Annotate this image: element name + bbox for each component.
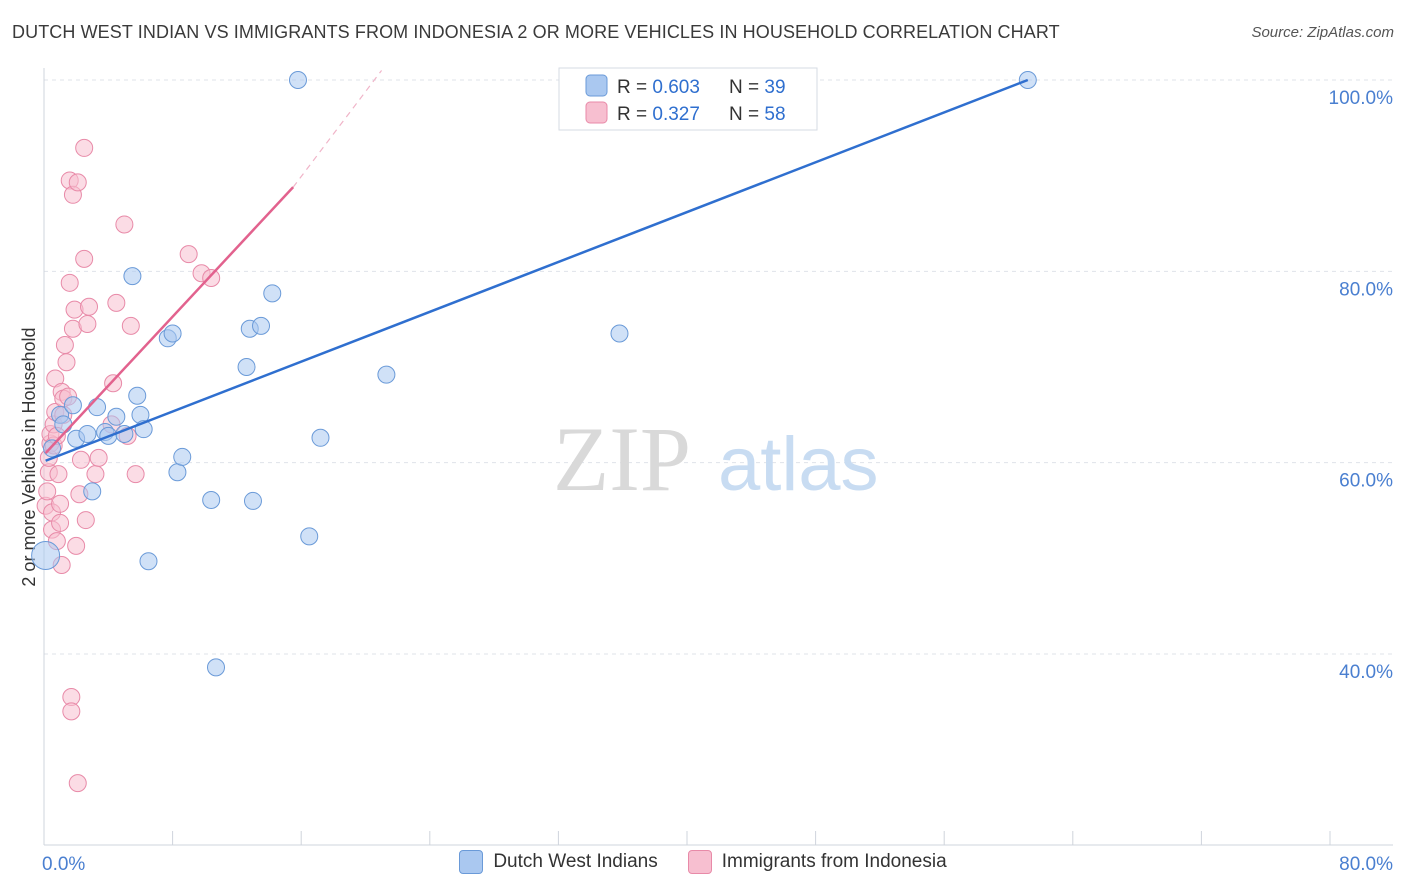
point-dutch-west-indians[interactable] bbox=[88, 398, 107, 417]
x-ticks bbox=[43, 831, 1331, 845]
series-indonesia-points bbox=[36, 138, 221, 793]
watermark-zip: ZIP bbox=[553, 408, 691, 510]
point-indonesia[interactable] bbox=[104, 374, 123, 393]
point-indonesia[interactable] bbox=[107, 293, 126, 312]
point-dutch-west-indians[interactable] bbox=[107, 407, 126, 426]
point-indonesia[interactable] bbox=[62, 702, 81, 721]
trend-line-indonesia-extension bbox=[292, 70, 383, 188]
point-dutch-west-indians[interactable] bbox=[163, 324, 182, 343]
legend-item-indonesia[interactable]: Immigrants from Indonesia bbox=[687, 850, 947, 874]
legend-box: R = 0.603 N = 39 R = 0.327 N = 58 bbox=[558, 67, 818, 131]
legend-n-label-1: N = bbox=[729, 77, 764, 98]
point-dutch-west-indians[interactable] bbox=[263, 284, 282, 303]
point-indonesia[interactable] bbox=[80, 297, 99, 316]
point-indonesia[interactable] bbox=[57, 353, 76, 372]
legend-r-value-1: 0.603 bbox=[652, 77, 700, 98]
bottom-legend: Dutch West Indians Immigrants from Indon… bbox=[0, 850, 1406, 874]
point-indonesia[interactable] bbox=[76, 511, 95, 530]
point-dutch-west-indians[interactable] bbox=[377, 365, 396, 384]
legend-n-label-2: N = bbox=[729, 104, 764, 125]
point-indonesia[interactable] bbox=[202, 269, 221, 288]
source-label: Source: ZipAtlas.com bbox=[1251, 24, 1394, 41]
x-tick-label: 80.0% bbox=[1339, 854, 1393, 875]
point-dutch-west-indians[interactable] bbox=[43, 439, 62, 458]
point-indonesia[interactable] bbox=[51, 513, 70, 532]
point-indonesia[interactable] bbox=[179, 245, 198, 264]
point-indonesia[interactable] bbox=[115, 215, 134, 234]
point-dutch-west-indians[interactable] bbox=[207, 658, 226, 677]
legend-r-label-2: R = bbox=[617, 104, 652, 125]
point-indonesia[interactable] bbox=[67, 536, 86, 555]
point-dutch-west-indians[interactable] bbox=[252, 316, 271, 335]
series-dutch-west-indians-points bbox=[31, 71, 1037, 677]
point-indonesia[interactable] bbox=[126, 465, 145, 484]
trend-line-dutch-west-indians bbox=[45, 78, 1029, 462]
legend-swatch-pink bbox=[585, 101, 608, 124]
legend-label-dutch-west-indians: Dutch West Indians bbox=[493, 851, 658, 872]
x-tick-labels: 0.0% 80.0% bbox=[42, 854, 1393, 875]
point-dutch-west-indians[interactable] bbox=[300, 527, 319, 546]
point-dutch-west-indians[interactable] bbox=[83, 482, 102, 501]
legend-swatch-blue-icon bbox=[459, 850, 484, 874]
point-indonesia[interactable] bbox=[55, 335, 74, 354]
x-tick-label: 0.0% bbox=[42, 854, 85, 875]
point-indonesia[interactable] bbox=[68, 774, 87, 793]
y-axis-label: 2 or more Vehicles in Household bbox=[19, 327, 39, 586]
legend-label-indonesia: Immigrants from Indonesia bbox=[721, 851, 947, 872]
point-indonesia[interactable] bbox=[78, 314, 97, 333]
point-indonesia[interactable] bbox=[71, 450, 90, 469]
point-indonesia[interactable] bbox=[75, 249, 94, 268]
point-indonesia[interactable] bbox=[49, 465, 68, 484]
legend-swatch-blue bbox=[585, 74, 608, 97]
watermark: ZIP atlas bbox=[553, 408, 879, 510]
legend-n-value-2: 58 bbox=[764, 104, 785, 125]
point-dutch-west-indians[interactable] bbox=[311, 428, 330, 447]
y-tick-label: 80.0% bbox=[1339, 279, 1393, 300]
point-dutch-west-indians[interactable] bbox=[168, 463, 187, 482]
point-dutch-west-indians[interactable] bbox=[63, 396, 82, 415]
point-dutch-west-indians[interactable] bbox=[123, 267, 142, 286]
legend-r-value-2: 0.327 bbox=[652, 104, 700, 125]
point-indonesia[interactable] bbox=[86, 465, 105, 484]
trend-lines bbox=[44, 70, 1029, 462]
point-dutch-west-indians[interactable] bbox=[31, 540, 61, 570]
y-tick-label: 100.0% bbox=[1329, 88, 1394, 109]
legend-n-value-1: 39 bbox=[764, 77, 785, 98]
point-indonesia[interactable] bbox=[121, 316, 140, 335]
trend-line-indonesia bbox=[44, 186, 295, 454]
point-dutch-west-indians[interactable] bbox=[139, 552, 158, 571]
point-indonesia[interactable] bbox=[51, 494, 70, 513]
svg-text:N = 39: N = 39 bbox=[729, 77, 786, 98]
point-indonesia[interactable] bbox=[60, 273, 79, 292]
point-dutch-west-indians[interactable] bbox=[173, 447, 192, 466]
chart-title: DUTCH WEST INDIAN VS IMMIGRANTS FROM IND… bbox=[12, 22, 1060, 42]
legend-swatch-pink-icon bbox=[687, 850, 712, 874]
point-indonesia[interactable] bbox=[89, 448, 108, 467]
point-dutch-west-indians[interactable] bbox=[128, 386, 147, 405]
point-dutch-west-indians[interactable] bbox=[78, 424, 97, 443]
point-dutch-west-indians[interactable] bbox=[54, 415, 73, 434]
point-dutch-west-indians[interactable] bbox=[243, 491, 262, 510]
svg-text:R = 0.327: R = 0.327 bbox=[617, 104, 700, 125]
point-dutch-west-indians[interactable] bbox=[202, 490, 221, 509]
y-tick-labels: 100.0% 80.0% 60.0% 40.0% bbox=[1329, 88, 1394, 683]
legend-r-label-1: R = bbox=[617, 77, 652, 98]
point-indonesia[interactable] bbox=[38, 482, 57, 501]
point-dutch-west-indians[interactable] bbox=[237, 358, 256, 376]
y-tick-label: 60.0% bbox=[1339, 471, 1393, 492]
y-tick-label: 40.0% bbox=[1339, 662, 1393, 683]
svg-text:N = 58: N = 58 bbox=[729, 104, 786, 125]
point-indonesia[interactable] bbox=[75, 138, 94, 157]
svg-text:R = 0.603: R = 0.603 bbox=[617, 77, 700, 98]
point-dutch-west-indians[interactable] bbox=[288, 71, 307, 89]
watermark-atlas: atlas bbox=[718, 422, 879, 507]
legend-item-dutch-west-indians[interactable]: Dutch West Indians bbox=[459, 850, 658, 874]
point-dutch-west-indians[interactable] bbox=[610, 324, 629, 343]
point-indonesia[interactable] bbox=[68, 173, 87, 192]
